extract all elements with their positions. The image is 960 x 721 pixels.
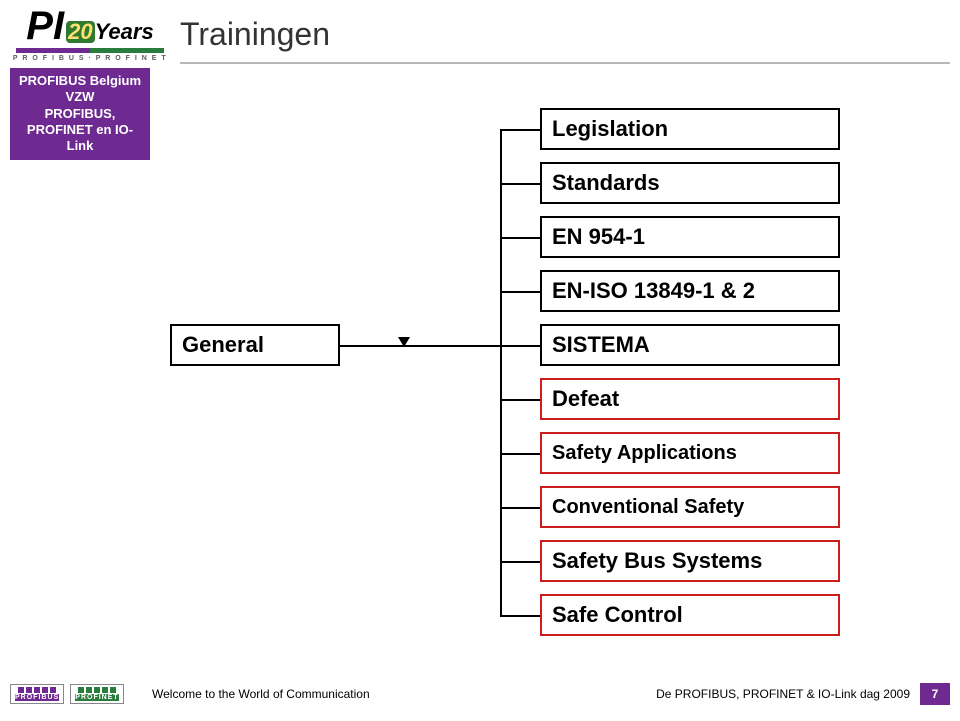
footer-profibus-label: PROFIBUS — [15, 694, 59, 702]
sidebar-box: PROFIBUS Belgium VZW PROFIBUS, PROFINET … — [10, 68, 150, 160]
logo-20: 20 — [66, 21, 94, 43]
brand-logo: PI 20 Years P R O F I B U S · P R O F I … — [10, 6, 170, 62]
page-title: Trainingen — [180, 16, 330, 53]
footer-profinet-logo: PROFINET — [70, 684, 124, 705]
topic-box: Legislation — [540, 108, 840, 150]
footer: PROFIBUS PROFINET Welcome to the World o… — [10, 683, 950, 705]
topic-tick — [500, 399, 540, 401]
topic-tick — [500, 183, 540, 185]
topic-tick — [500, 561, 540, 563]
topic-box: EN 954-1 — [540, 216, 840, 258]
topic-tick — [500, 345, 540, 347]
sidebar-line3: PROFIBUS, — [14, 106, 146, 122]
topic-box: Defeat — [540, 378, 840, 420]
arrowhead-icon — [398, 337, 410, 347]
sidebar-line4: PROFINET en IO-Link — [14, 122, 146, 155]
logo-years: Years — [95, 19, 154, 45]
general-box: General — [170, 324, 340, 366]
page-number: 7 — [920, 683, 950, 705]
topic-box: Conventional Safety — [540, 486, 840, 528]
diagram-area: General Legislation Standards EN 954-1 EN-IS… — [160, 100, 950, 640]
topic-tick — [500, 129, 540, 131]
topic-tick — [500, 237, 540, 239]
general-connector — [340, 345, 500, 347]
logo-subtext: P R O F I B U S · P R O F I N E T — [13, 55, 167, 62]
logo-pi: PI — [26, 6, 64, 46]
footer-right-text: De PROFIBUS, PROFINET & IO-Link dag 2009 — [656, 687, 910, 701]
sidebar-line1: PROFIBUS Belgium — [14, 73, 146, 89]
topic-tick — [500, 507, 540, 509]
topic-tick — [500, 453, 540, 455]
topic-box: SISTEMA — [540, 324, 840, 366]
topic-box: Safety Applications — [540, 432, 840, 474]
topic-tick — [500, 291, 540, 293]
sidebar-line2: VZW — [14, 89, 146, 105]
title-rule — [180, 62, 950, 64]
topic-box: Safety Bus Systems — [540, 540, 840, 582]
footer-left-text: Welcome to the World of Communication — [124, 687, 656, 701]
topic-tick — [500, 615, 540, 617]
bus-line — [500, 129, 502, 615]
topic-box: Safe Control — [540, 594, 840, 636]
footer-profinet-label: PROFINET — [75, 694, 119, 702]
footer-profibus-logo: PROFIBUS — [10, 684, 64, 705]
topic-box: Standards — [540, 162, 840, 204]
logo-color-bar — [16, 48, 164, 53]
topic-box: EN-ISO 13849-1 & 2 — [540, 270, 840, 312]
